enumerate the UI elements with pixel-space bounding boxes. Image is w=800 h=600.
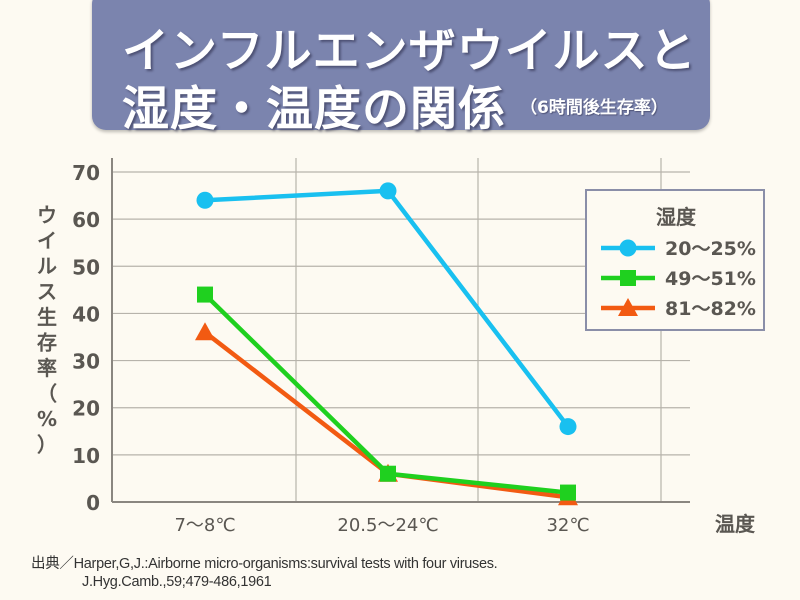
axes — [111, 158, 690, 503]
series-line — [203, 292, 569, 495]
series-square — [197, 286, 576, 501]
y-tick-label: 0 — [86, 491, 100, 515]
x-tick-label: 32℃ — [546, 515, 589, 536]
y-tick-label: 10 — [72, 444, 100, 468]
circle-marker — [559, 418, 577, 436]
x-tick-label: 20.5～24℃ — [337, 515, 438, 536]
circle-marker — [379, 182, 397, 200]
legend-title: 湿度 — [656, 205, 697, 229]
legend-item: 49～51% — [601, 268, 756, 290]
chart-subtitle: （6時間後生存率） — [520, 98, 668, 118]
square-marker — [380, 465, 396, 482]
circle-marker — [619, 239, 637, 257]
series-group — [195, 182, 578, 506]
legend-label: 20～25% — [665, 238, 756, 260]
circle-marker — [196, 191, 214, 209]
legend-label: 49～51% — [665, 268, 756, 290]
y-tick-label: 70 — [72, 161, 100, 185]
y-tick-label: 60 — [72, 208, 100, 232]
triangle-marker — [195, 322, 215, 341]
y-tick-label: 20 — [72, 397, 100, 421]
y-tick-labels: 0 10 20 30 40 50 60 70 — [72, 161, 100, 515]
y-tick-label: 40 — [72, 302, 100, 326]
title-banner — [92, 0, 710, 130]
line-chart: 0 10 20 30 40 50 60 70 7～8℃ 20.5～24℃ 32℃ ウイルス生存率（… — [37, 158, 765, 536]
y-axis-label: ウイルス生存率（%） — [37, 203, 57, 457]
legend-item: 81～82% — [601, 298, 756, 320]
square-marker — [560, 484, 576, 501]
x-tick-label: 7～8℃ — [174, 515, 235, 536]
legend: 湿度 20～25% 49～51% 81～82% — [585, 189, 765, 331]
legend-label: 81～82% — [665, 298, 756, 320]
series-circle — [196, 182, 577, 436]
square-marker — [620, 270, 636, 286]
source-citation-line2: J.Hyg.Camb.,59;479-486,1961 — [82, 574, 272, 590]
source-citation-line1: 出典／Harper,G,J.:Airborne micro-organisms:… — [31, 556, 498, 572]
y-tick-label: 50 — [72, 255, 100, 279]
x-axis-label: 温度 — [715, 512, 756, 536]
chart-title-line2: 湿度・温度の関係 — [122, 82, 506, 137]
legend-item: 20～25% — [601, 238, 756, 260]
square-marker — [197, 286, 213, 303]
y-tick-label: 30 — [72, 350, 100, 374]
x-tick-labels: 7～8℃ 20.5～24℃ 32℃ — [174, 515, 589, 536]
series-line — [204, 188, 570, 428]
triangle-marker — [618, 298, 638, 316]
chart-title-line1: インフルエンザウイルスと — [122, 24, 697, 79]
